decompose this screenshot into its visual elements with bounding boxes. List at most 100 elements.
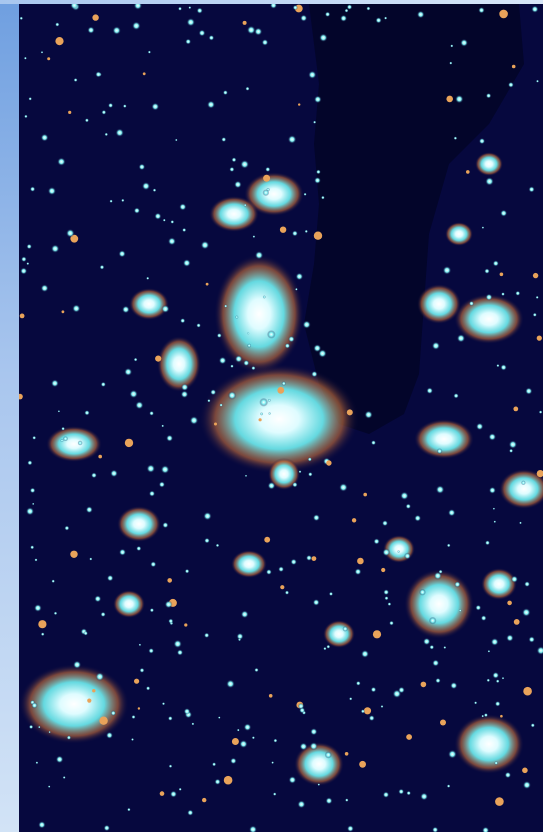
small-light	[521, 480, 526, 486]
small-light	[380, 705, 384, 708]
small-light	[536, 335, 542, 341]
small-light	[458, 609, 462, 612]
small-light	[47, 186, 56, 196]
small-light	[205, 282, 209, 286]
small-light	[414, 514, 422, 522]
small-light	[182, 227, 187, 233]
small-light	[202, 797, 207, 803]
small-light	[485, 293, 493, 301]
small-light	[456, 334, 466, 343]
small-light	[266, 569, 272, 575]
small-light	[62, 776, 66, 779]
small-light	[384, 16, 388, 20]
small-light	[204, 632, 210, 638]
small-light	[446, 95, 454, 103]
small-light	[26, 262, 30, 266]
small-light	[55, 22, 60, 27]
small-light	[448, 509, 456, 517]
small-light	[244, 474, 248, 477]
small-light	[303, 192, 307, 196]
small-light	[507, 600, 512, 606]
small-light	[203, 511, 212, 521]
small-light	[319, 33, 328, 42]
small-light	[124, 367, 133, 376]
small-light	[235, 315, 239, 319]
small-light	[299, 707, 306, 714]
small-light	[40, 133, 49, 142]
small-light	[19, 393, 23, 400]
small-light	[124, 438, 134, 448]
small-light	[149, 608, 155, 613]
small-light	[453, 136, 458, 140]
small-light	[524, 581, 530, 587]
small-light	[51, 579, 55, 583]
small-light	[446, 784, 451, 788]
small-light	[204, 537, 210, 544]
small-light	[268, 412, 271, 415]
small-light	[234, 180, 242, 189]
small-light	[501, 676, 505, 680]
small-light	[433, 571, 442, 580]
small-light	[295, 272, 304, 281]
small-light	[183, 708, 191, 715]
small-light	[346, 409, 353, 416]
small-light	[34, 558, 38, 562]
small-light	[264, 536, 271, 543]
city-glow	[445, 222, 473, 246]
small-light	[61, 426, 65, 431]
small-light	[212, 762, 217, 767]
small-light	[145, 686, 151, 691]
small-light	[168, 618, 174, 624]
small-light	[317, 783, 321, 786]
small-light	[73, 78, 78, 82]
small-light	[309, 742, 318, 751]
small-light	[167, 578, 172, 583]
small-light	[359, 760, 366, 768]
small-light	[308, 472, 313, 477]
small-light	[243, 723, 252, 731]
small-light	[261, 39, 269, 46]
small-light	[474, 701, 478, 705]
small-light	[218, 716, 221, 719]
small-light	[326, 644, 331, 649]
small-light	[127, 807, 131, 812]
small-light	[306, 554, 312, 561]
small-light	[61, 310, 65, 314]
small-light	[482, 826, 490, 832]
small-light	[258, 418, 262, 422]
small-light	[168, 764, 173, 768]
small-light	[509, 448, 514, 453]
small-light	[384, 596, 389, 601]
small-light	[262, 295, 266, 299]
small-light	[64, 525, 70, 531]
small-light	[57, 410, 61, 413]
city-glow	[214, 254, 304, 374]
small-light	[295, 287, 298, 291]
small-light	[47, 57, 51, 61]
small-light	[104, 132, 109, 137]
small-light	[372, 630, 382, 639]
small-light	[147, 50, 151, 54]
small-light	[346, 4, 353, 10]
small-light	[324, 751, 332, 759]
small-light	[485, 93, 492, 99]
small-light	[187, 809, 194, 816]
small-light	[370, 686, 377, 693]
small-light	[493, 520, 497, 523]
small-light	[133, 4, 143, 10]
small-light	[164, 600, 173, 609]
small-light	[245, 86, 250, 91]
small-light	[162, 218, 166, 222]
small-light	[273, 738, 278, 743]
small-light	[20, 267, 28, 275]
small-light	[214, 778, 221, 785]
small-light	[70, 550, 78, 558]
small-light	[230, 364, 234, 369]
small-light	[27, 460, 33, 466]
small-light	[508, 440, 518, 449]
small-light	[92, 689, 96, 693]
small-light	[290, 558, 297, 566]
small-light	[239, 739, 248, 749]
small-light	[267, 330, 276, 339]
small-light	[240, 610, 249, 619]
